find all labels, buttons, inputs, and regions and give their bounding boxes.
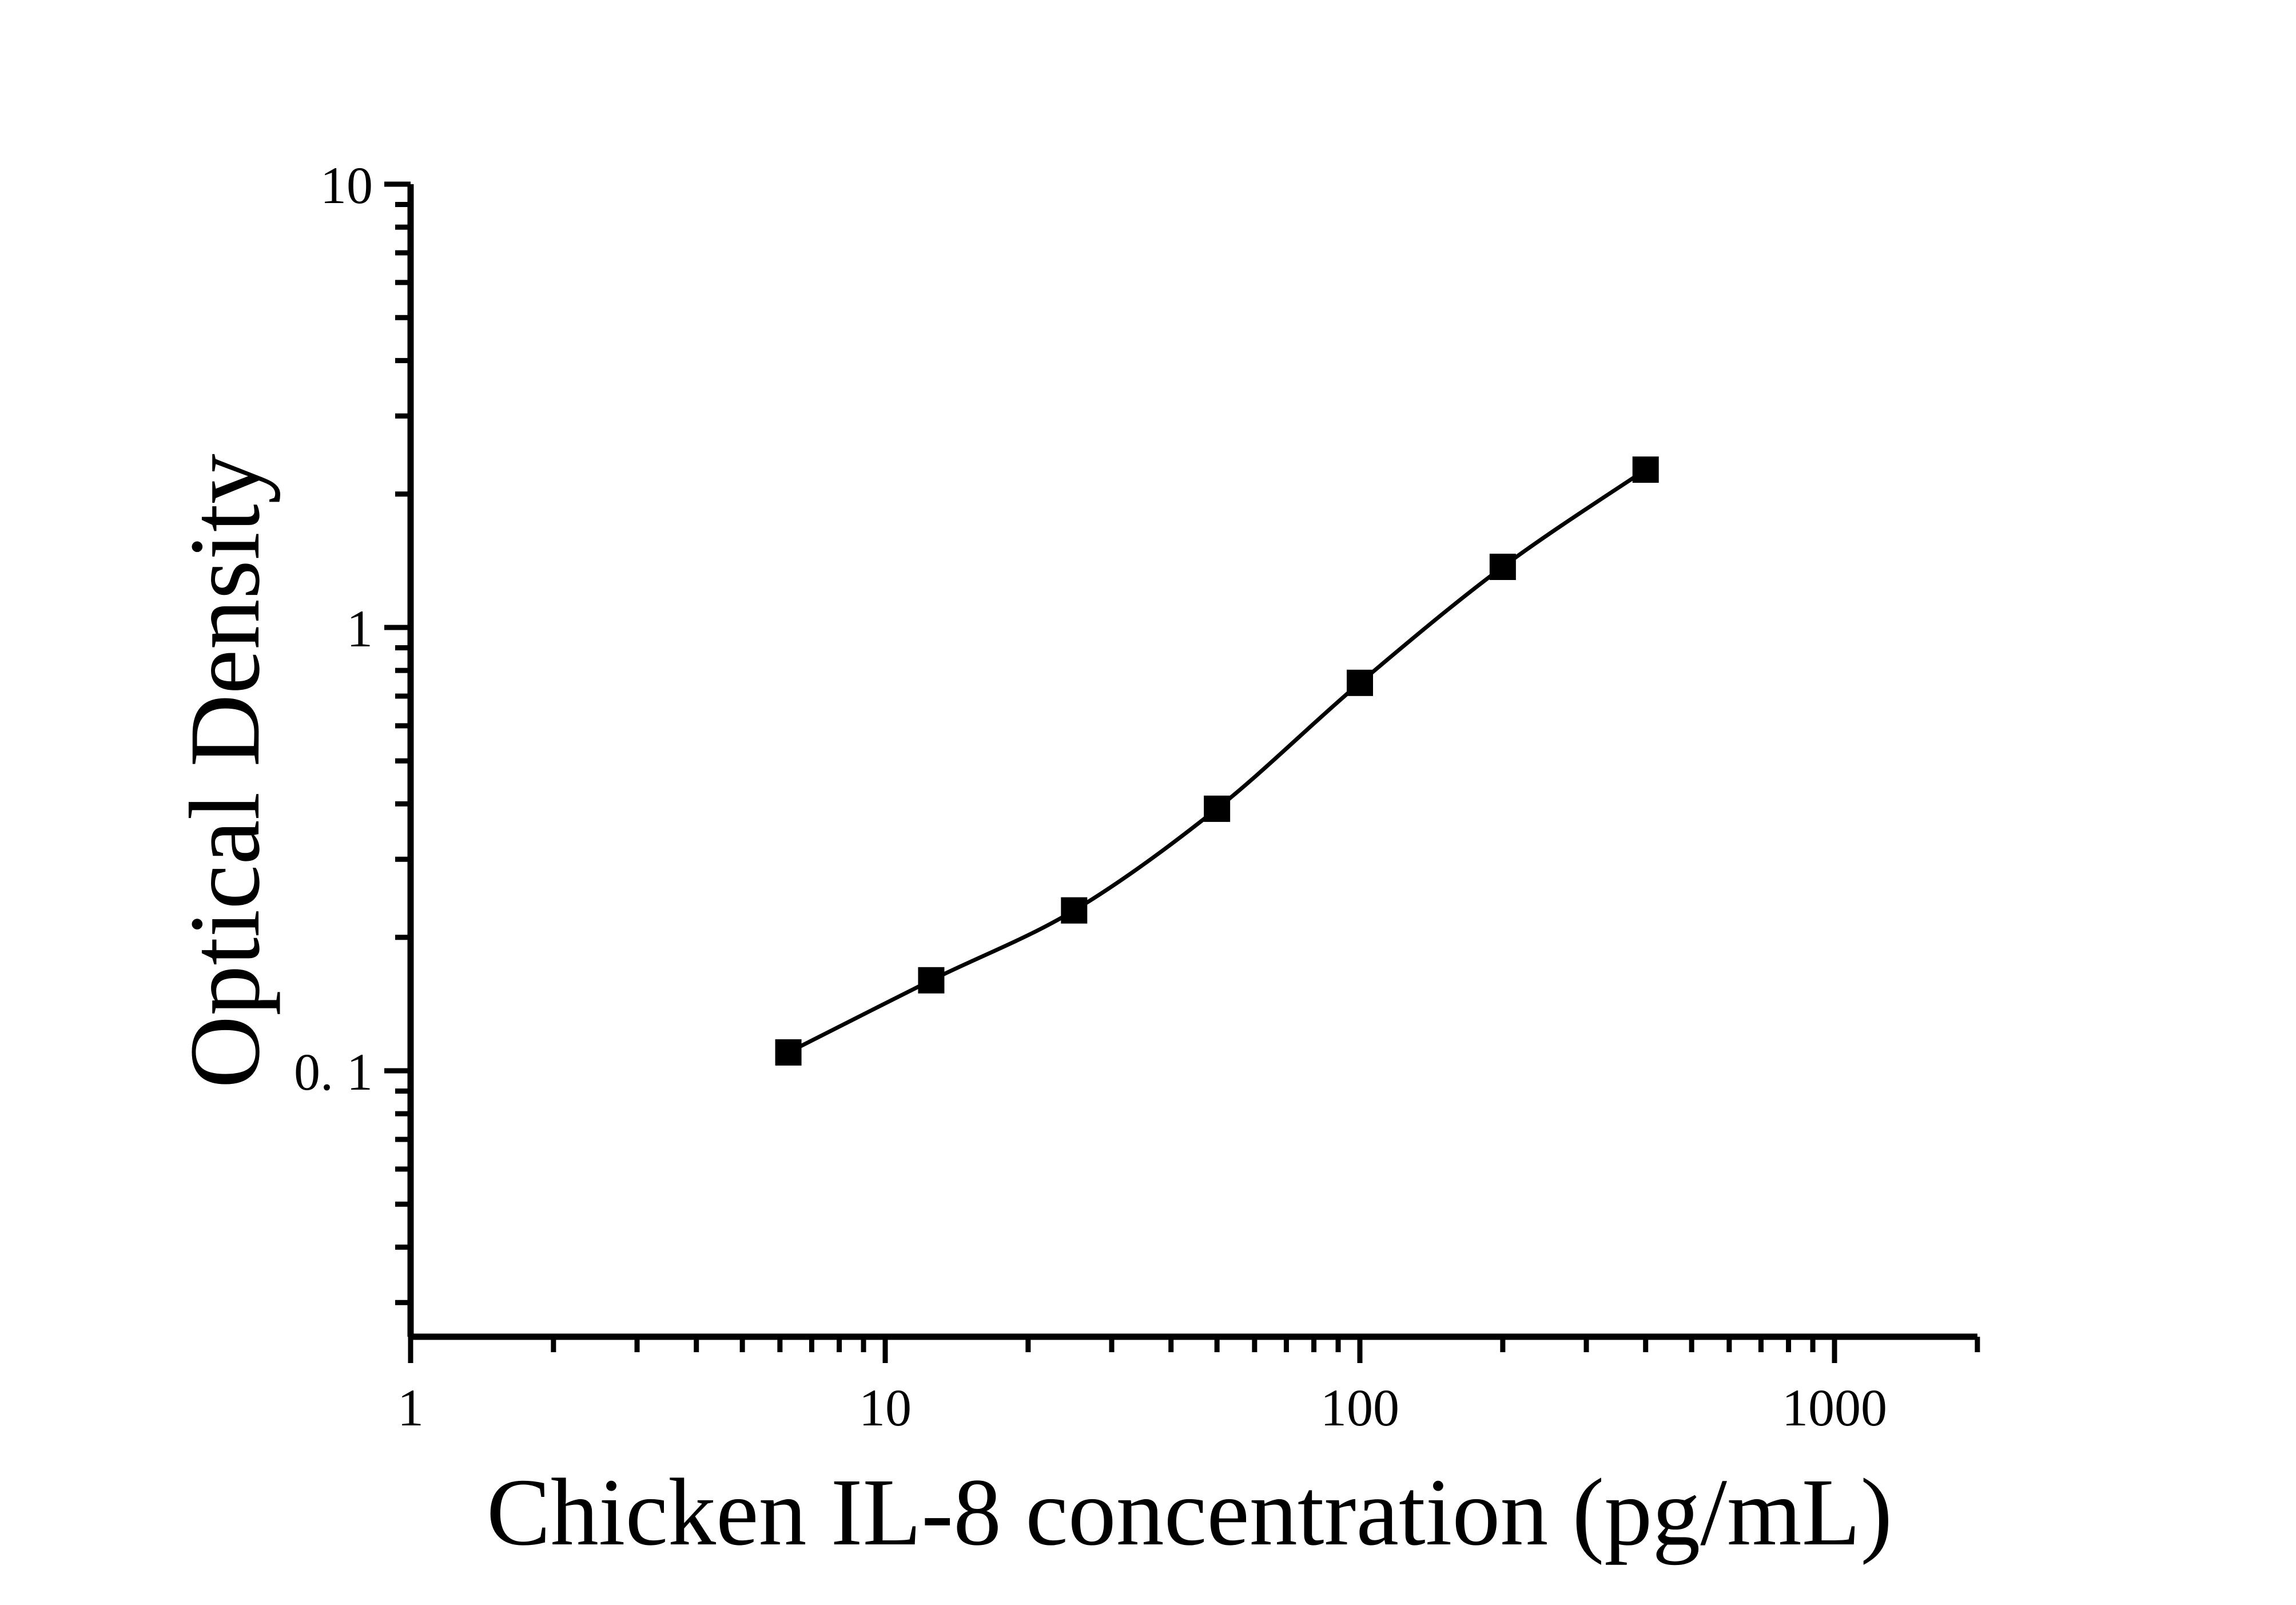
data-point-marker [775, 1039, 802, 1066]
data-point-marker [1347, 669, 1373, 696]
x-tick-label: 1 [397, 1378, 424, 1437]
data-point-marker [918, 967, 945, 994]
y-tick-label: 10 [320, 156, 373, 214]
axis-tick-labels: 1 10 100 1000 10 1 0. 1 [294, 156, 1887, 1437]
x-tick-label: 10 [859, 1378, 912, 1437]
data-point-marker [1061, 897, 1088, 924]
y-tick-label: 1 [347, 599, 373, 658]
axes [407, 184, 1977, 1340]
x-tick-label: 1000 [1782, 1378, 1887, 1437]
data-point-marker [1632, 456, 1659, 483]
data-point-marker [1489, 554, 1516, 581]
fit-curve [787, 468, 1647, 1055]
y-axis-title: Optical Density [169, 454, 281, 1088]
axis-ticks [384, 181, 1980, 1363]
data-point-markers [775, 456, 1659, 1066]
x-axis-title: Chicken IL-8 concentration (pg/mL) [487, 1459, 1892, 1566]
x-tick-label: 100 [1320, 1378, 1399, 1437]
y-tick-label: 0. 1 [294, 1043, 373, 1101]
data-point-marker [1204, 795, 1231, 822]
